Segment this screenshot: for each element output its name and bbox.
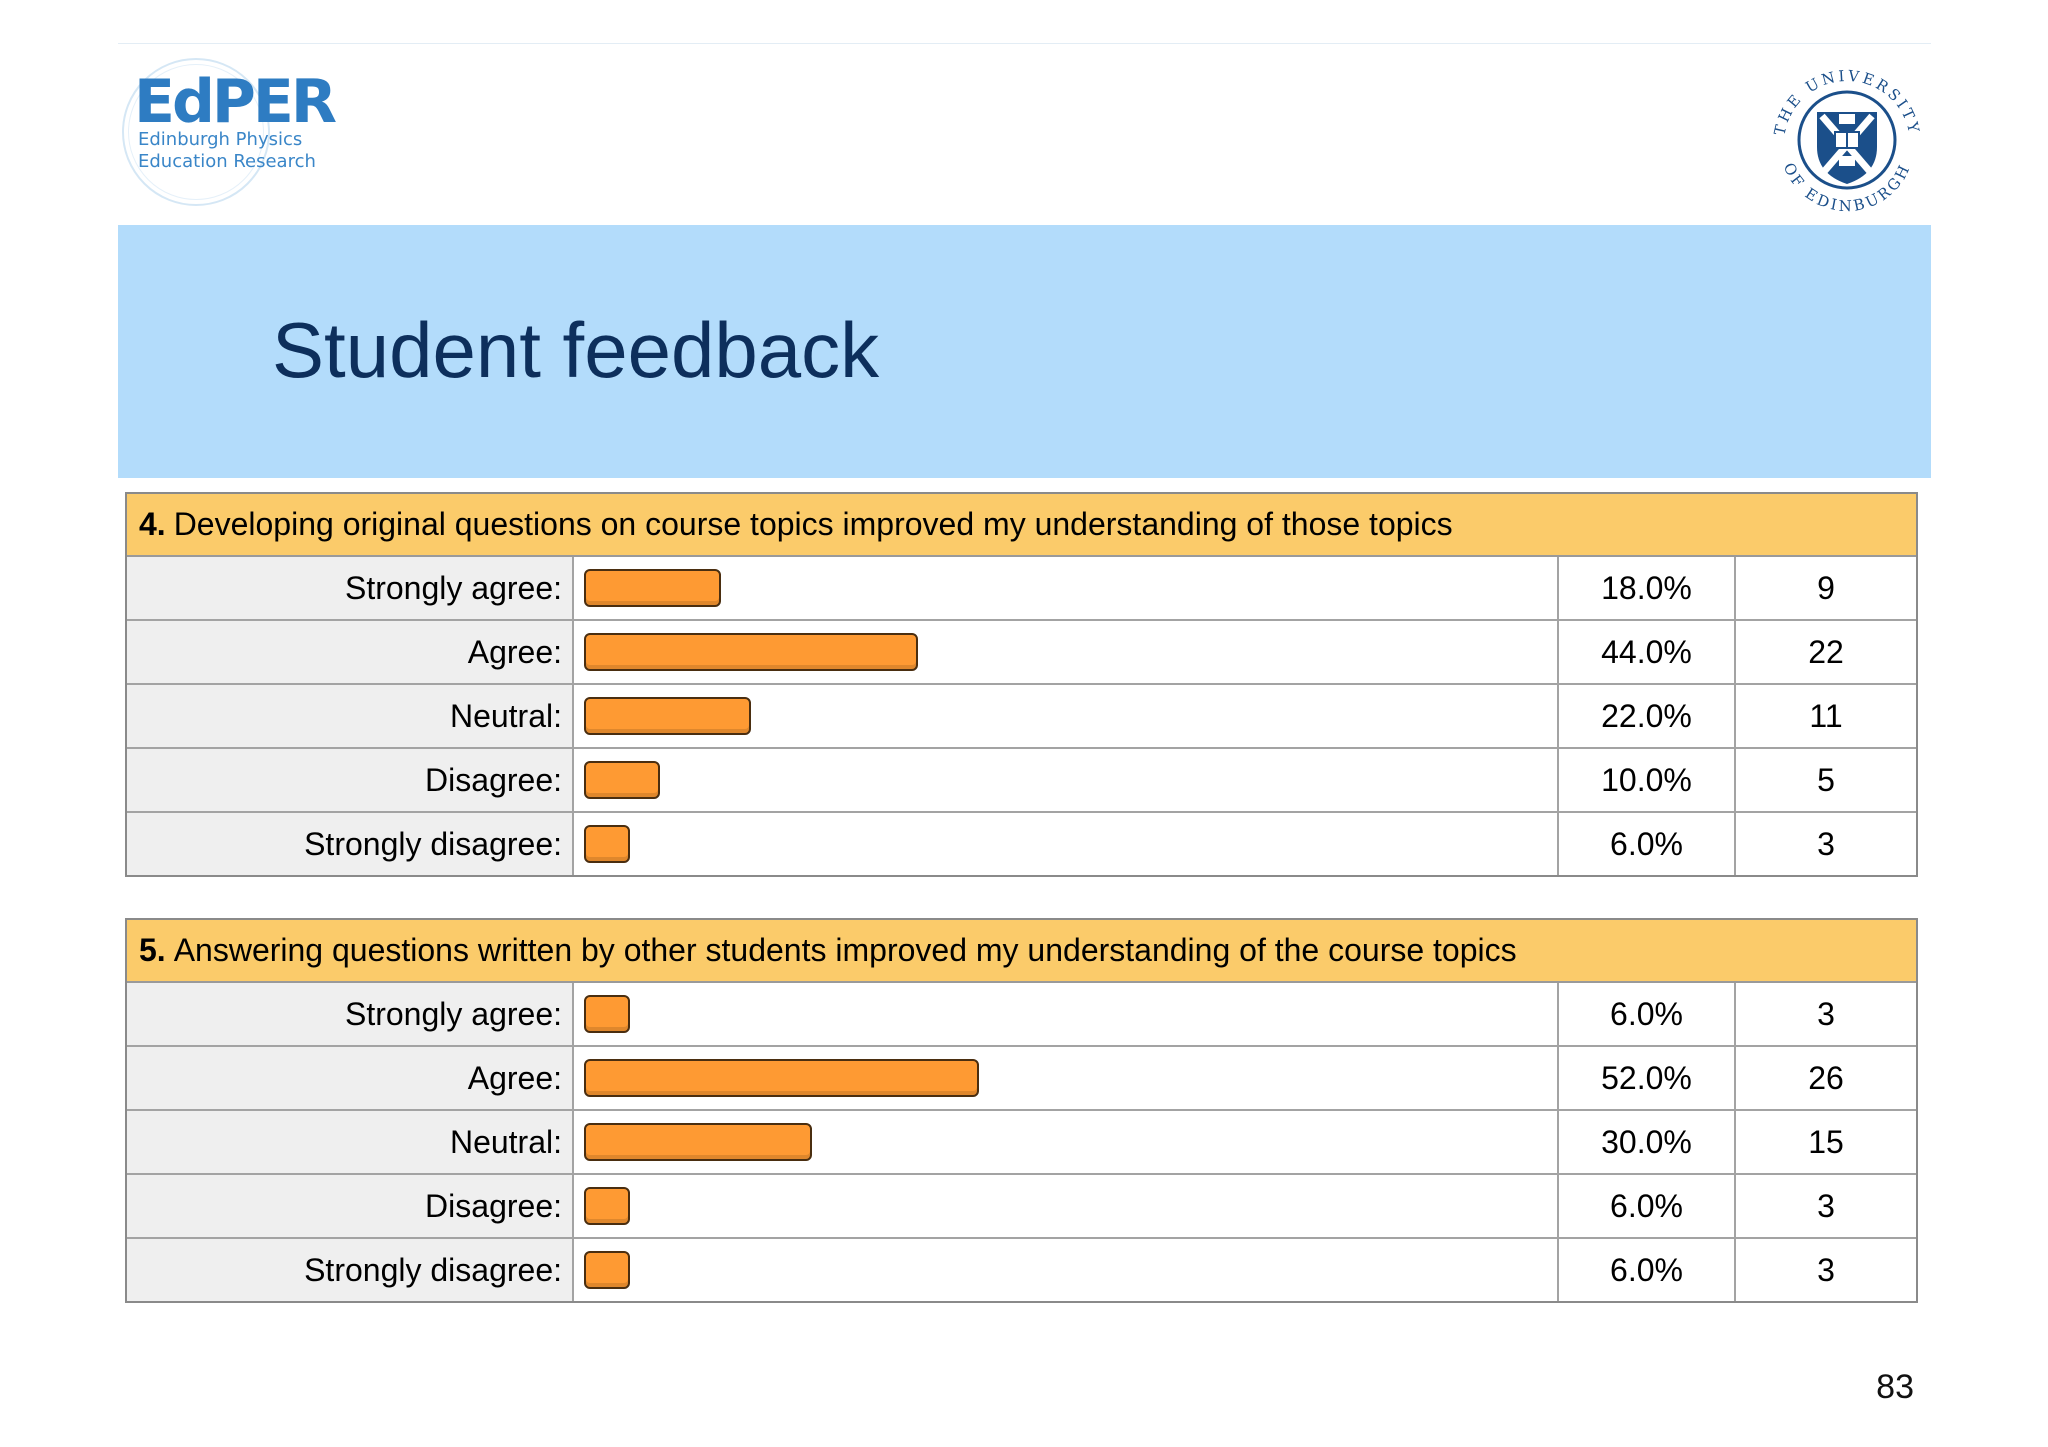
- bar-cell: [574, 983, 1559, 1045]
- top-rule: [118, 43, 1931, 44]
- response-row: Neutral: 30.0% 15: [127, 1111, 1916, 1175]
- bar-cell: [574, 1239, 1559, 1301]
- response-label: Strongly agree:: [127, 983, 574, 1045]
- title-band: Student feedback: [118, 225, 1931, 478]
- response-bar: [584, 1251, 630, 1289]
- response-bar: [584, 697, 752, 735]
- bar-cell: [574, 813, 1559, 875]
- response-row: Strongly agree: 18.0% 9: [127, 557, 1916, 621]
- edper-logo-subtitle-line1: Edinburgh Physics: [138, 129, 303, 150]
- edper-logo-ring: [122, 58, 270, 206]
- question-header: 4. Developing original questions on cour…: [127, 494, 1916, 557]
- question-text: Answering questions written by other stu…: [173, 932, 1517, 968]
- response-count: 3: [1817, 995, 1835, 1032]
- response-percent: 10.0%: [1559, 749, 1736, 811]
- response-row: Agree: 44.0% 22: [127, 621, 1916, 685]
- response-bar: [584, 761, 660, 799]
- survey-table-question-5: 5. Answering questions written by other …: [125, 918, 1918, 1303]
- response-label: Disagree:: [127, 749, 574, 811]
- response-bar: [584, 1187, 630, 1225]
- slide-title: Student feedback: [272, 306, 880, 394]
- edper-logo-word: EdPER: [134, 67, 337, 137]
- bar-cell: [574, 1047, 1559, 1109]
- response-row: Disagree: 10.0% 5: [127, 749, 1916, 813]
- edper-logo: EdPER Edinburgh Physics Education Resear…: [118, 56, 337, 211]
- edper-logo-inner-ring: [128, 64, 264, 200]
- response-row: Neutral: 22.0% 11: [127, 685, 1916, 749]
- response-percent: 22.0%: [1559, 685, 1736, 747]
- survey-table-question-4: 4. Developing original questions on cour…: [125, 492, 1918, 877]
- response-count: 9: [1817, 569, 1835, 606]
- response-count: 5: [1817, 761, 1835, 798]
- question-header: 5. Answering questions written by other …: [127, 920, 1916, 983]
- response-percent: 6.0%: [1559, 983, 1736, 1045]
- response-percent: 30.0%: [1559, 1111, 1736, 1173]
- bar-cell: [574, 1111, 1559, 1173]
- response-label: Agree:: [127, 621, 574, 683]
- response-bar: [584, 995, 630, 1033]
- response-percent: 6.0%: [1559, 1239, 1736, 1301]
- question-number: 4.: [139, 506, 166, 542]
- bar-cell: [574, 1175, 1559, 1237]
- bar-cell: [574, 621, 1559, 683]
- response-label: Strongly disagree:: [127, 813, 574, 875]
- response-bar: [584, 1123, 812, 1161]
- response-label: Neutral:: [127, 1111, 574, 1173]
- response-percent: 6.0%: [1559, 813, 1736, 875]
- page-number: 83: [1876, 1368, 1914, 1406]
- response-bar: [584, 825, 630, 863]
- response-count: 22: [1808, 633, 1844, 670]
- response-bar: [584, 633, 919, 671]
- response-label: Neutral:: [127, 685, 574, 747]
- response-label: Disagree:: [127, 1175, 574, 1237]
- response-row: Agree: 52.0% 26: [127, 1047, 1916, 1111]
- response-count: 3: [1817, 1251, 1835, 1288]
- response-percent: 44.0%: [1559, 621, 1736, 683]
- response-row: Strongly agree: 6.0% 3: [127, 983, 1916, 1047]
- response-percent: 18.0%: [1559, 557, 1736, 619]
- university-crest-logo: THE UNIVERSITY OF EDINBURGH: [1771, 67, 1921, 215]
- response-bar: [584, 1059, 980, 1097]
- response-percent: 52.0%: [1559, 1047, 1736, 1109]
- response-label: Agree:: [127, 1047, 574, 1109]
- response-row: Strongly disagree: 6.0% 3: [127, 813, 1916, 875]
- response-row: Disagree: 6.0% 3: [127, 1175, 1916, 1239]
- response-row: Strongly disagree: 6.0% 3: [127, 1239, 1916, 1301]
- edper-logo-subtitle-line2: Education Research: [138, 151, 316, 172]
- question-number: 5.: [139, 932, 166, 968]
- bar-cell: [574, 685, 1559, 747]
- response-label: Strongly disagree:: [127, 1239, 574, 1301]
- bar-cell: [574, 749, 1559, 811]
- response-count: 3: [1817, 825, 1835, 862]
- response-label: Strongly agree:: [127, 557, 574, 619]
- response-count: 11: [1809, 697, 1843, 734]
- response-count: 26: [1808, 1059, 1844, 1096]
- question-text: Developing original questions on course …: [173, 506, 1453, 542]
- response-count: 3: [1817, 1187, 1835, 1224]
- response-percent: 6.0%: [1559, 1175, 1736, 1237]
- bar-cell: [574, 557, 1559, 619]
- response-bar: [584, 569, 721, 607]
- response-count: 15: [1808, 1123, 1844, 1160]
